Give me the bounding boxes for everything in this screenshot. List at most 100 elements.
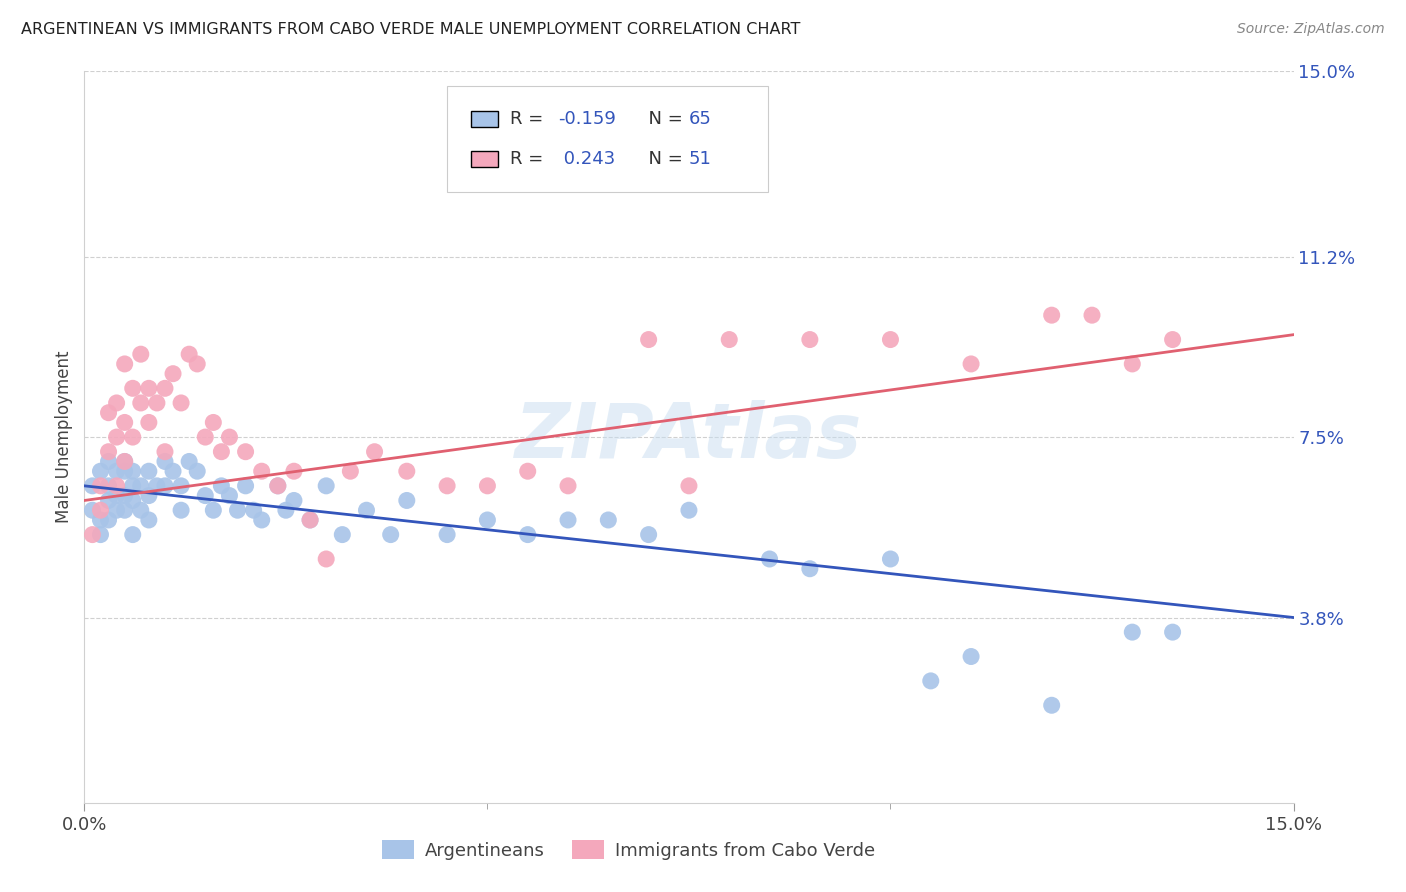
Point: [380, 527, 402, 541]
Point: [105, 464, 128, 478]
Point: [82, 527, 104, 541]
Point: [250, 513, 273, 527]
Point: [121, 493, 143, 508]
Point: [114, 357, 136, 371]
Text: Source: ZipAtlas.com: Source: ZipAtlas.com: [1237, 22, 1385, 37]
Point: [89, 479, 111, 493]
Point: [516, 527, 538, 541]
Point: [97, 444, 120, 458]
Point: [138, 381, 160, 395]
Point: [1040, 698, 1063, 713]
Point: [315, 479, 337, 493]
Text: 51: 51: [689, 150, 711, 168]
Point: [114, 464, 136, 478]
Point: [637, 527, 659, 541]
Point: [363, 444, 385, 458]
Text: R =: R =: [510, 110, 548, 128]
Point: [267, 479, 290, 493]
Point: [202, 416, 225, 430]
Point: [330, 527, 353, 541]
Point: [129, 503, 152, 517]
Point: [557, 479, 579, 493]
Point: [97, 493, 120, 508]
Point: [114, 454, 136, 468]
Point: [170, 503, 193, 517]
Point: [105, 503, 128, 517]
Point: [162, 367, 184, 381]
Point: [97, 406, 120, 420]
Point: [153, 479, 176, 493]
Point: [209, 479, 232, 493]
Point: [202, 503, 225, 517]
Point: [129, 479, 152, 493]
Text: R =: R =: [510, 150, 548, 168]
Point: [105, 396, 128, 410]
Point: [194, 430, 217, 444]
Point: [339, 464, 361, 478]
Point: [718, 333, 741, 347]
Point: [637, 333, 659, 347]
Point: [1161, 333, 1184, 347]
Point: [678, 503, 700, 517]
Point: [678, 479, 700, 493]
Point: [89, 513, 111, 527]
Point: [436, 527, 458, 541]
Point: [97, 479, 120, 493]
Point: [315, 552, 337, 566]
Point: [121, 527, 143, 541]
Point: [105, 489, 128, 503]
Point: [186, 357, 208, 371]
Point: [114, 489, 136, 503]
Point: [82, 479, 104, 493]
Point: [283, 493, 305, 508]
Point: [758, 552, 780, 566]
Point: [879, 552, 901, 566]
Point: [89, 527, 111, 541]
Legend: Argentineans, Immigrants from Cabo Verde: Argentineans, Immigrants from Cabo Verde: [374, 833, 883, 867]
Point: [186, 464, 208, 478]
Point: [153, 381, 176, 395]
Point: [1040, 308, 1063, 322]
Point: [1121, 357, 1143, 371]
Point: [138, 513, 160, 527]
Point: [146, 479, 169, 493]
Point: [267, 479, 290, 493]
Point: [477, 513, 499, 527]
Point: [879, 333, 901, 347]
Text: 65: 65: [689, 110, 711, 128]
Point: [218, 489, 240, 503]
Point: [89, 503, 111, 517]
Text: N =: N =: [637, 150, 689, 168]
FancyBboxPatch shape: [447, 86, 768, 192]
Point: [920, 673, 942, 688]
Point: [235, 444, 257, 458]
Point: [218, 430, 240, 444]
Point: [960, 649, 983, 664]
Point: [242, 503, 264, 517]
Point: [162, 464, 184, 478]
Point: [299, 513, 322, 527]
Point: [97, 454, 120, 468]
Point: [121, 381, 143, 395]
Point: [194, 489, 217, 503]
Point: [105, 479, 128, 493]
Point: [89, 464, 111, 478]
Point: [138, 464, 160, 478]
Point: [121, 464, 143, 478]
Point: [121, 479, 143, 493]
Point: [121, 430, 143, 444]
Text: ARGENTINEAN VS IMMIGRANTS FROM CABO VERDE MALE UNEMPLOYMENT CORRELATION CHART: ARGENTINEAN VS IMMIGRANTS FROM CABO VERD…: [21, 22, 800, 37]
Point: [477, 479, 499, 493]
Point: [395, 464, 418, 478]
Point: [82, 503, 104, 517]
Text: 0.243: 0.243: [558, 150, 616, 168]
Point: [356, 503, 378, 517]
Point: [799, 562, 821, 576]
Point: [557, 513, 579, 527]
Point: [299, 513, 322, 527]
Point: [1081, 308, 1104, 322]
Point: [129, 396, 152, 410]
Point: [235, 479, 257, 493]
Point: [114, 416, 136, 430]
Point: [179, 454, 201, 468]
